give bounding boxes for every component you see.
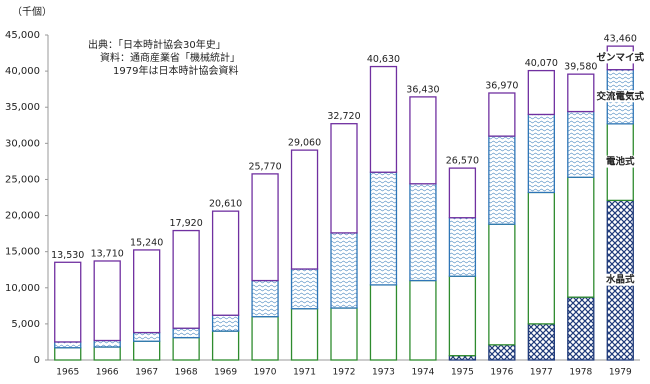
bar-segment	[290, 308, 319, 361]
bar-segment	[369, 171, 398, 286]
bar-segment	[172, 229, 200, 329]
bar-segment	[211, 330, 240, 361]
y-tick-label: 15,000	[5, 247, 40, 258]
x-tick-label: 1971	[293, 368, 316, 378]
legend-bg	[605, 155, 637, 168]
bar-segment	[567, 73, 595, 113]
x-tick-label: 1979	[609, 368, 632, 378]
y-tick-label: 0	[34, 355, 40, 366]
bar-segment	[172, 327, 200, 339]
legend-bg	[595, 51, 646, 64]
bar-segment	[409, 279, 437, 361]
legend-label: ゼンマイ式	[597, 51, 645, 63]
x-tick-label: 1972	[333, 368, 356, 378]
total-label: 36,970	[485, 80, 518, 91]
bar-segment	[93, 346, 121, 361]
bar-segment	[567, 110, 595, 178]
x-tick-label: 1973	[372, 368, 395, 378]
total-label: 36,430	[406, 84, 439, 95]
bar-segment	[330, 232, 358, 309]
total-label: 17,920	[170, 218, 203, 229]
x-tick-label: 1967	[135, 368, 158, 378]
legend-bg	[605, 273, 637, 286]
bar-segment	[133, 249, 161, 334]
bar-segment	[290, 268, 319, 310]
y-tick-label: 30,000	[5, 138, 40, 149]
y-tick-label: 45,000	[5, 30, 40, 41]
x-tick-label: 1968	[175, 368, 198, 378]
bar-segment	[488, 135, 516, 225]
bar-segment	[369, 65, 398, 173]
y-tick-label: 20,000	[5, 211, 40, 222]
bar-segment	[448, 275, 477, 357]
y-tick-label: 40,000	[5, 66, 40, 77]
bar-segment	[251, 316, 279, 361]
bar-segment	[409, 96, 437, 185]
x-tick-label: 1969	[214, 368, 237, 378]
bar-segment	[527, 113, 555, 194]
x-tick-label: 1970	[254, 368, 277, 378]
x-tick-label: 1978	[569, 368, 592, 378]
bar-segment	[54, 341, 82, 349]
bar-segment	[133, 331, 161, 342]
bar-segment	[251, 173, 279, 282]
y-tick-label: 35,000	[5, 102, 40, 113]
total-label: 39,580	[564, 62, 597, 73]
y-tick-label: 10,000	[5, 283, 40, 294]
legend-label: 電池式	[606, 156, 635, 168]
bar-segment	[448, 167, 477, 219]
bar-segment	[330, 307, 358, 361]
bar-segment	[133, 340, 161, 361]
bar-segment	[93, 339, 121, 348]
total-label: 20,610	[209, 199, 242, 210]
unit-label: （千個）	[12, 5, 52, 18]
bar-segment	[290, 149, 319, 270]
bar-segment	[54, 347, 82, 361]
total-label: 43,460	[604, 34, 637, 45]
x-tick-label: 1975	[451, 368, 474, 378]
bar-segment	[330, 123, 358, 234]
bar-segment	[567, 296, 595, 361]
total-label: 13,710	[91, 248, 124, 259]
bar-segment	[93, 260, 121, 342]
bar-segment	[211, 210, 240, 316]
total-label: 40,630	[367, 54, 400, 65]
y-tick-label: 25,000	[5, 174, 40, 185]
y-tick-label: 5,000	[11, 319, 40, 330]
note: 出典：「日本時計協会30年史」	[88, 38, 226, 51]
note: 1979年は日本時計協会資料	[113, 64, 238, 77]
total-label: 25,770	[248, 161, 281, 172]
total-label: 29,060	[288, 138, 321, 149]
legend-label: 水晶式	[606, 274, 635, 286]
bar-segment	[448, 217, 477, 277]
bar-segment	[409, 183, 437, 282]
x-tick-label: 1966	[96, 368, 119, 378]
bar-segment	[369, 284, 398, 361]
total-label: 40,070	[525, 58, 558, 69]
bar-segment	[527, 191, 555, 325]
note: 資料：通商産業省「機械統計」	[100, 51, 240, 64]
bar-segment	[54, 261, 82, 343]
bar-segment	[488, 344, 516, 361]
bar-segment	[488, 92, 516, 137]
bar-segment	[172, 336, 200, 361]
bar-segment	[211, 314, 240, 332]
bar-segment	[527, 323, 555, 361]
x-tick-label: 1974	[411, 368, 434, 378]
total-label: 15,240	[130, 237, 163, 248]
legend-bg	[595, 90, 646, 103]
x-tick-label: 1977	[530, 368, 553, 378]
bar-segment	[251, 279, 279, 318]
total-label: 13,530	[51, 250, 84, 261]
bar-segment	[567, 176, 595, 298]
x-tick-label: 1976	[490, 368, 513, 378]
x-tick-label: 1965	[56, 368, 79, 378]
total-label: 26,570	[446, 156, 479, 167]
total-label: 32,720	[327, 111, 360, 122]
bar-segment	[527, 69, 555, 116]
legend-label: 交流電気式	[597, 90, 645, 102]
bar-segment	[488, 223, 516, 346]
